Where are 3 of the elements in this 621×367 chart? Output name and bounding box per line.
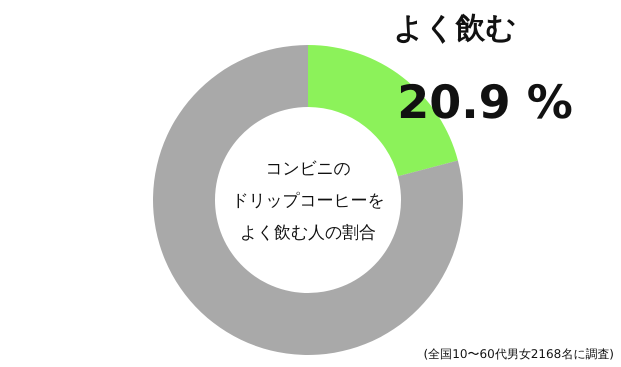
text: (全国10〜60代男女2168名に調査): [424, 347, 614, 361]
slice-label: よく飲む: [394, 11, 516, 46]
text: コンビニのドリップコーヒーをよく飲む人の割合: [232, 159, 384, 243]
